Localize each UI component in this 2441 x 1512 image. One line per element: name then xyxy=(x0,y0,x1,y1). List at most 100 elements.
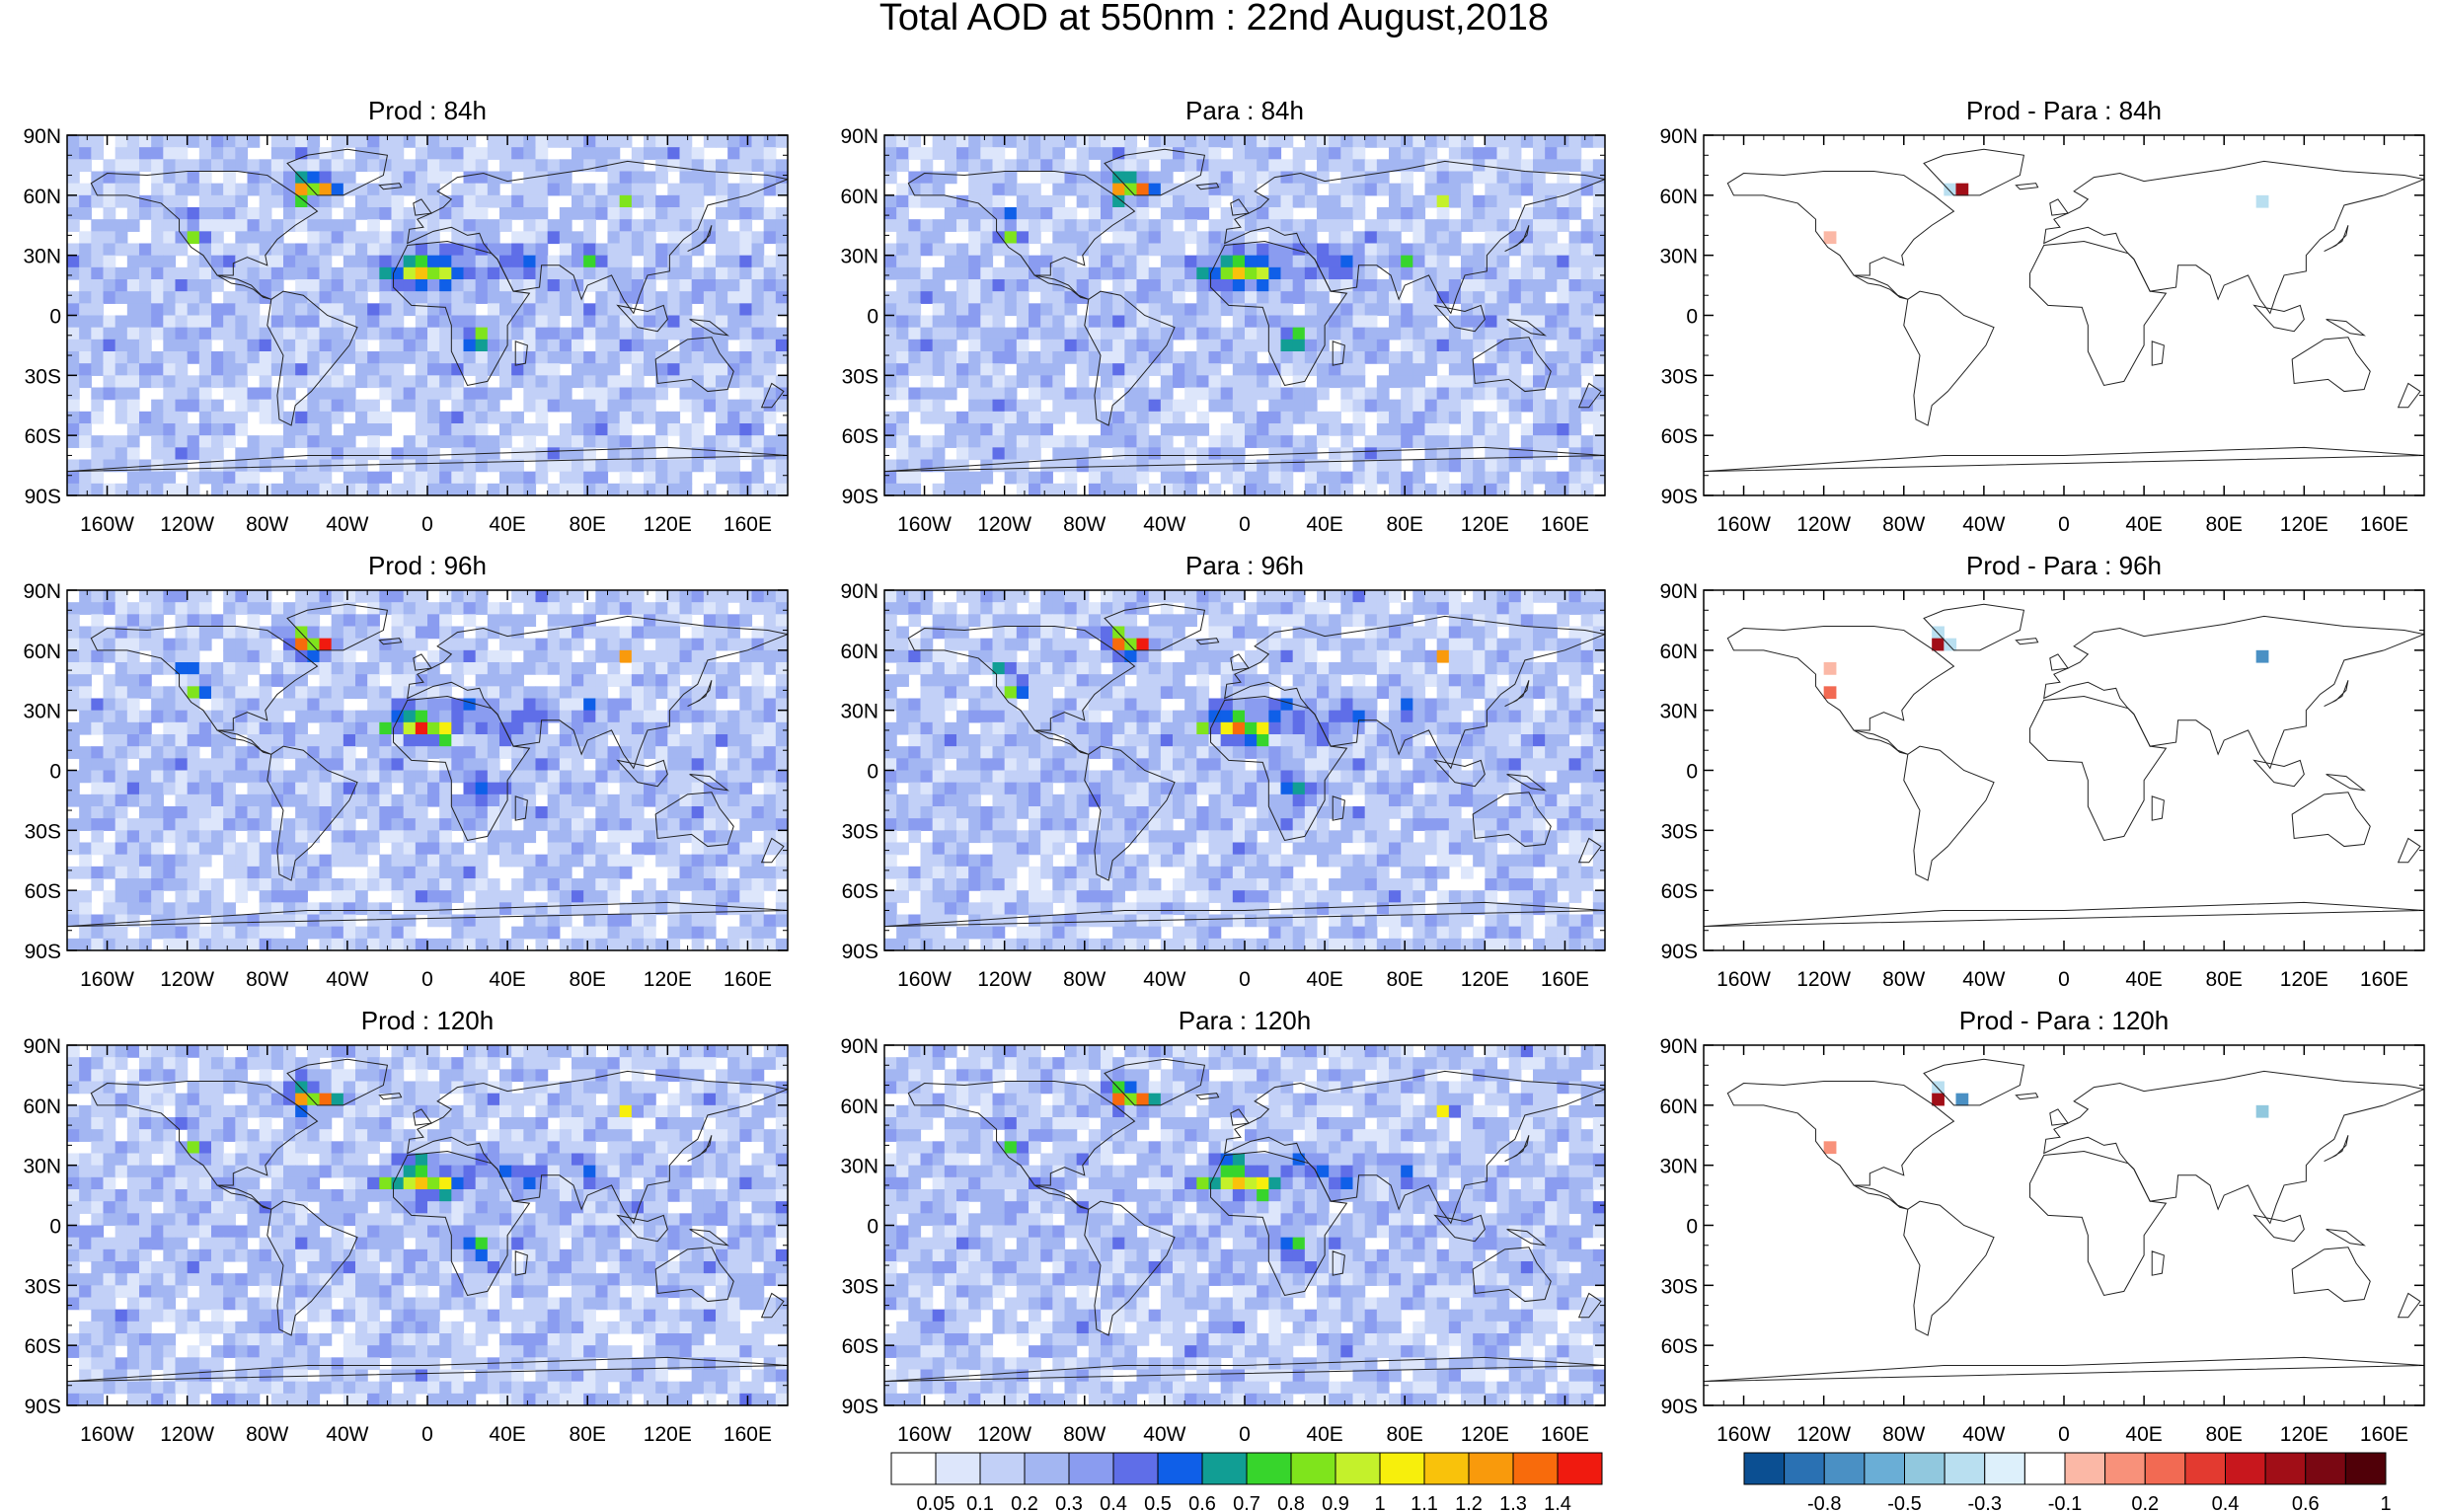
colorbar-label: 0.2 xyxy=(2131,1493,2159,1512)
colorbar-swatch xyxy=(1904,1452,1945,1485)
lon-tick-label: 120W xyxy=(977,968,1031,991)
lon-tick-label: 40E xyxy=(1306,1423,1342,1446)
lat-tick-label: 0 xyxy=(1686,1216,1698,1239)
lon-tick-label: 120W xyxy=(160,513,214,536)
colorbar-swatch xyxy=(1246,1452,1292,1485)
lat-tick-label: 30S xyxy=(842,820,878,843)
lon-tick-label: 120W xyxy=(160,968,214,991)
lon-tick-label: 160E xyxy=(1541,968,1589,991)
lon-tick-label: 0 xyxy=(421,1423,433,1446)
lat-tick-label: 60S xyxy=(25,880,61,903)
colorbar-swatch xyxy=(1068,1452,1114,1485)
panel-title: Prod : 84h xyxy=(368,96,487,125)
panels-layer: Prod : 84h 90N 60N 30N 0 30S 60S 90S 160W 120W 80W… xyxy=(23,96,2425,1446)
colorbar-label: 1.2 xyxy=(1455,1493,1483,1512)
lat-tick-label: 30N xyxy=(23,701,61,723)
colorbar-label: 1.4 xyxy=(1544,1493,1571,1512)
lon-tick-label: 40E xyxy=(1306,513,1342,536)
lon-tick-label: 80E xyxy=(2206,968,2243,991)
panel-title: Prod : 96h xyxy=(368,551,487,580)
lon-tick-label: 120W xyxy=(1796,513,1851,536)
colorbar-swatch xyxy=(1823,1452,1866,1485)
colorbar-label: 0.4 xyxy=(1100,1493,1127,1512)
panel-title: Prod - Para : 84h xyxy=(1966,96,2162,125)
colorbar-label: 0.8 xyxy=(1277,1493,1305,1512)
map-panel-para-84h: Para : 84h 90N 60N 30N 0 30S 60S 90S 160W 120W 80W… xyxy=(840,96,1606,536)
lat-tick-label: 30S xyxy=(25,365,61,388)
lon-tick-label: 80E xyxy=(1387,968,1423,991)
aod-field xyxy=(884,1045,1605,1405)
lat-tick-label: 0 xyxy=(49,761,61,784)
lon-tick-label: 40W xyxy=(326,968,368,991)
lat-tick-label: 60N xyxy=(1659,186,1698,208)
lat-tick-label: 0 xyxy=(867,761,878,784)
panel-title: Para : 84h xyxy=(1185,96,1304,125)
lon-tick-label: 80E xyxy=(1387,1423,1423,1446)
lat-tick-label: 90N xyxy=(1659,125,1698,148)
lat-tick-label: 90N xyxy=(1659,580,1698,603)
lon-tick-label: 40E xyxy=(2125,968,2162,991)
lat-tick-label: 90N xyxy=(840,580,878,603)
panel-title: Para : 96h xyxy=(1185,551,1304,580)
lat-tick-label: 60N xyxy=(23,1096,61,1118)
panel-title: Para : 120h xyxy=(1179,1006,1311,1035)
lon-tick-label: 120W xyxy=(1796,968,1851,991)
map-panel-para-120h: Para : 120h 90N 60N 30N 0 30S 60S 90S 160W 120W 80… xyxy=(840,1006,1606,1446)
colorbar-swatch xyxy=(935,1452,981,1485)
panel-title: Prod - Para : 120h xyxy=(1959,1006,2169,1035)
lat-tick-label: 30S xyxy=(1661,365,1698,388)
colorbar-swatch xyxy=(979,1452,1026,1485)
colorbar-label: 0.6 xyxy=(2292,1493,2320,1512)
colorbar-swatch xyxy=(2104,1452,2146,1485)
lon-tick-label: 0 xyxy=(2058,1423,2070,1446)
lon-tick-label: 160E xyxy=(2360,1423,2408,1446)
lon-tick-label: 160W xyxy=(80,1423,134,1446)
colorbar-label: 0.05 xyxy=(917,1493,955,1512)
lon-tick-label: 40E xyxy=(489,1423,525,1446)
colorbar-label: 0.9 xyxy=(1322,1493,1349,1512)
map-panel-diff-120h: Prod - Para : 120h 90N 60N 30N 0 30S 60S 90S 160… xyxy=(1659,1006,2425,1446)
colorbar-swatch xyxy=(1743,1452,1786,1485)
colorbar-swatch xyxy=(2305,1452,2346,1485)
lat-tick-label: 60S xyxy=(25,1335,61,1358)
lon-tick-label: 40W xyxy=(1962,513,2005,536)
lon-tick-label: 160E xyxy=(724,1423,772,1446)
lat-tick-label: 30N xyxy=(840,1156,878,1178)
colorbar-label: -0.3 xyxy=(1968,1493,2002,1512)
lon-tick-label: 40W xyxy=(1143,968,1185,991)
map-panel-prod-96h: Prod : 96h 90N 60N 30N 0 30S 60S 90S 160W 120W 80W… xyxy=(23,551,789,991)
lat-tick-label: 60S xyxy=(1661,425,1698,448)
lon-tick-label: 120W xyxy=(160,1423,214,1446)
colorbar-aod: 0.05 0.1 0.2 0.3 0.4 0.5 0.6 0.7 0.8 0.9 1 1.1 1.2 1.… xyxy=(890,1452,1603,1512)
colorbar-swatch xyxy=(2184,1452,2226,1485)
lat-tick-label: 90N xyxy=(1659,1035,1698,1058)
lon-tick-label: 120E xyxy=(644,968,692,991)
map-panel-diff-84h: Prod - Para : 84h 90N 60N 30N 0 30S 60S 90S 160W… xyxy=(1659,96,2425,536)
lat-tick-label: 60N xyxy=(1659,641,1698,663)
colorbar-label: 0.3 xyxy=(1055,1493,1083,1512)
lon-tick-label: 0 xyxy=(1239,513,1251,536)
colorbar-label: 1 xyxy=(2380,1493,2391,1512)
lat-tick-label: 0 xyxy=(49,306,61,329)
lat-tick-label: 30S xyxy=(842,1275,878,1298)
map-panel-para-96h: Para : 96h 90N 60N 30N 0 30S 60S 90S 160W 120W 80W… xyxy=(840,551,1606,991)
lat-tick-label: 60S xyxy=(842,1335,878,1358)
lon-tick-label: 80W xyxy=(1882,513,1925,536)
lon-tick-label: 120E xyxy=(1461,968,1509,991)
lon-tick-label: 80E xyxy=(2206,513,2243,536)
lat-tick-label: 90N xyxy=(23,580,61,603)
lat-tick-label: 90S xyxy=(842,941,878,963)
colorbar-swatch xyxy=(1984,1452,2025,1485)
lon-tick-label: 160W xyxy=(897,1423,952,1446)
lon-tick-label: 160E xyxy=(1541,513,1589,536)
colorbar-swatch xyxy=(1423,1452,1470,1485)
colorbar-swatch xyxy=(1944,1452,1986,1485)
lon-tick-label: 160W xyxy=(897,968,952,991)
colorbar-swatch xyxy=(2023,1452,2066,1485)
lat-tick-label: 90N xyxy=(23,125,61,148)
lon-tick-label: 120E xyxy=(644,513,692,536)
lat-tick-label: 30N xyxy=(840,701,878,723)
colorbar-label: 1.3 xyxy=(1499,1493,1527,1512)
map-panel-diff-96h: Prod - Para : 96h 90N 60N 30N 0 30S 60S 90S 160W… xyxy=(1659,551,2425,991)
colorbar-label: 0.6 xyxy=(1188,1493,1216,1512)
